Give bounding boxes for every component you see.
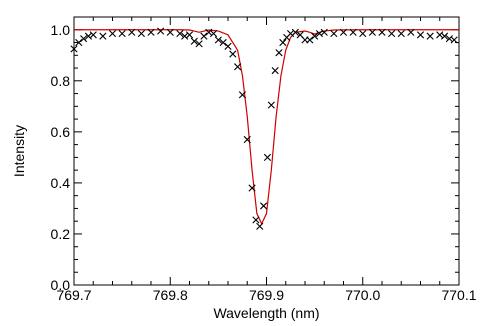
- data-point-x-marker: [80, 35, 88, 43]
- data-point-x-marker: [256, 222, 264, 230]
- y-tick-label: 0.4: [51, 175, 71, 191]
- y-tick-label: 0.8: [51, 73, 71, 89]
- data-point-x-marker: [349, 28, 357, 36]
- x-tick-label: 770.1: [441, 287, 476, 303]
- data-point-x-marker: [243, 135, 251, 144]
- data-point-x-marker: [229, 50, 237, 58]
- y-axis-title: Intensity: [11, 125, 27, 177]
- y-tick-label: 0.6: [51, 124, 71, 140]
- data-point-x-marker: [436, 31, 444, 39]
- data-point-x-marker: [238, 91, 247, 99]
- data-point-x-marker: [176, 30, 184, 38]
- data-point-x-marker: [248, 184, 256, 192]
- data-point-x-marker: [260, 202, 268, 210]
- data-point-x-marker: [147, 28, 155, 36]
- y-tick-label: 1.0: [51, 22, 71, 38]
- data-point-x-marker: [263, 153, 272, 161]
- data-point-x-marker: [157, 27, 165, 35]
- data-point-x-marker: [275, 49, 283, 57]
- data-point-x-marker: [311, 32, 319, 40]
- data-point-x-marker: [388, 30, 396, 38]
- y-tick-label: 0.2: [51, 226, 71, 242]
- data-point-x-marker: [359, 30, 367, 38]
- data-point-x-marker: [118, 30, 126, 38]
- data-point-x-marker: [368, 28, 376, 36]
- data-point-x-marker: [234, 63, 242, 71]
- data-point-x-marker: [89, 31, 97, 39]
- y-tick-label: 0.0: [51, 277, 71, 293]
- data-point-x-marker: [219, 38, 227, 47]
- data-point-x-marker: [291, 28, 299, 36]
- data-point-x-marker: [267, 101, 275, 109]
- plot-frame: [73, 16, 460, 286]
- data-point-x-marker: [75, 38, 83, 47]
- data-point-x-marker: [252, 216, 260, 224]
- x-tick-label: 769.7: [56, 287, 91, 303]
- x-tick-label: 770.0: [345, 287, 380, 303]
- data-point-x-marker: [330, 30, 338, 38]
- data-point-x-marker: [279, 38, 287, 47]
- data-point-x-marker: [190, 37, 198, 45]
- x-tick-label: 769.9: [249, 287, 284, 303]
- data-point-x-marker: [200, 32, 208, 40]
- data-point-x-marker: [70, 45, 78, 53]
- plot-area: 769.7 769.8 769.9 770.0 770.1 0.0 0.2 0.4 0.6 0.8…: [51, 16, 477, 303]
- data-point-x-marker: [407, 28, 415, 36]
- data-point-x-marker: [378, 28, 386, 36]
- data-point-x-marker: [224, 42, 232, 50]
- fit-line: [74, 29, 459, 226]
- data-point-x-marker: [286, 30, 295, 38]
- data-point-x-marker: [108, 30, 117, 38]
- data-point-x-marker: [99, 32, 107, 40]
- data-point-x-marker: [195, 40, 203, 48]
- x-axis-title: Wavelength (nm): [213, 305, 319, 321]
- data-point-x-marker: [185, 31, 194, 39]
- data-point-x-marker: [320, 28, 328, 36]
- data-point-x-marker: [450, 36, 458, 44]
- x-tick-label: 769.8: [153, 287, 188, 303]
- data-point-x-marker: [214, 36, 222, 44]
- data-point-x-marker: [271, 67, 279, 75]
- data-point-x-marker: [339, 28, 348, 36]
- data-point-x-marker: [440, 32, 449, 40]
- data-point-x-marker: [128, 28, 136, 36]
- data-point-x-marker: [397, 30, 405, 38]
- data-point-x-marker: [426, 32, 434, 40]
- data-point-x-marker: [166, 28, 174, 36]
- data-point-x-marker: [416, 31, 425, 39]
- data-point-x-marker: [209, 30, 218, 38]
- data-point-x-marker: [137, 30, 145, 38]
- data-point-x-marker: [306, 36, 314, 44]
